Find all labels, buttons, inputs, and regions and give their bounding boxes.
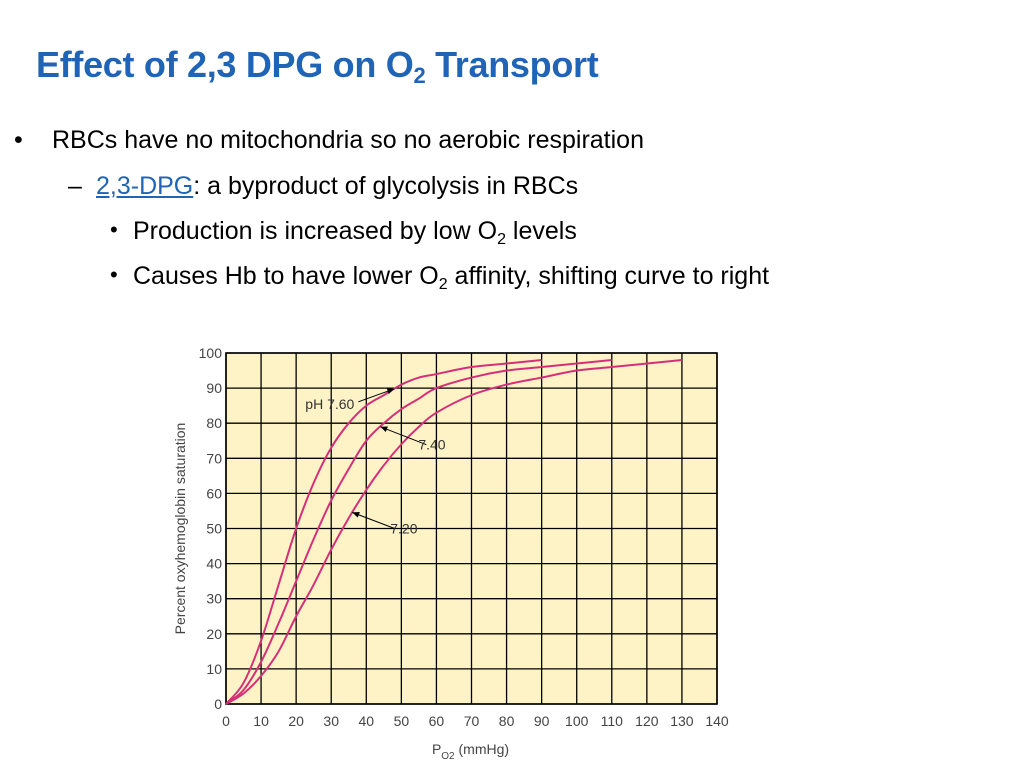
y-tick-label: 20	[206, 626, 222, 642]
x-tick-label: 100	[565, 713, 589, 729]
bullet-marker: •	[14, 126, 23, 154]
x-axis-label-unit: (mmHg)	[455, 741, 509, 757]
bullet-affinity: Causes Hb to have lower O2 affinity, shi…	[133, 262, 769, 294]
annotation-arrowhead	[386, 388, 395, 395]
slide-title: Effect of 2,3 DPG on O2 Transport	[36, 44, 599, 89]
annotation-arrowhead	[352, 512, 360, 518]
curve-annotation: pH 7.60	[305, 388, 395, 412]
x-tick-label: 30	[323, 713, 339, 729]
y-tick-label: 50	[206, 521, 222, 537]
bullet-text-end: levels	[505, 217, 577, 245]
x-tick-label: 10	[253, 713, 269, 729]
series-ph-7-40	[225, 359, 612, 705]
y-tick-label: 100	[199, 345, 223, 361]
title-subscript: 2	[413, 63, 426, 88]
bullet-text-end: affinity, shifting curve to right	[447, 262, 770, 290]
annotation-label: 7.20	[390, 520, 417, 536]
bullet-text: Production is increased by low O	[133, 217, 498, 245]
bullet-marker: •	[110, 217, 118, 242]
y-tick-label: 70	[206, 450, 222, 466]
y-axis-label: Percent oxyhemoglobin saturation	[172, 423, 188, 635]
x-tick-label: 20	[288, 713, 304, 729]
x-tick-label: 110	[601, 713, 624, 729]
y-tick-label: 30	[206, 591, 222, 607]
plot-frame	[225, 352, 718, 705]
x-axis-label-subscript: O2	[441, 751, 455, 762]
annotation-leader	[380, 426, 427, 446]
y-tick-label: 40	[206, 556, 222, 572]
dpg-link[interactable]: 2,3-DPG	[96, 172, 194, 200]
x-tick-label: 60	[429, 713, 445, 729]
x-axis-label: PO2 (mmHg)	[432, 741, 509, 762]
title-end: Transport	[425, 44, 599, 85]
curve-annotation: 7.20	[352, 511, 418, 536]
bullet-text: Causes Hb to have lower O	[133, 262, 439, 290]
title-main: Effect of 2,3 DPG on O	[36, 44, 414, 85]
series-ph-7-60	[225, 359, 542, 705]
y-tick-label: 80	[206, 415, 222, 431]
curve-annotation: 7.40	[380, 426, 446, 453]
y-tick-labels: 0 10 20 30 40 50 60 70 80 90 100	[199, 345, 223, 712]
bullet-marker: •	[110, 262, 118, 287]
dash-marker: –	[68, 172, 82, 200]
annotation-arrowhead	[380, 426, 388, 433]
y-tick-label: 10	[206, 661, 222, 677]
annotation-label: 7.40	[418, 437, 445, 453]
annotation-leader	[352, 511, 395, 529]
x-tick-label: 50	[394, 713, 410, 729]
x-tick-label: 0	[222, 713, 230, 729]
y-tick-label: 0	[214, 696, 222, 712]
y-tick-label: 60	[206, 485, 222, 501]
bullet-text: RBCs have no mitochondria so no aerobic …	[52, 126, 644, 154]
bullet-dpg: 2,3-DPG: a byproduct of glycolysis in RB…	[96, 172, 578, 201]
bullet-text: : a byproduct of glycolysis in RBCs	[193, 172, 579, 200]
series-ph-7-20	[225, 359, 683, 705]
bullet-production: Production is increased by low O2 levels	[133, 217, 577, 249]
x-tick-label: 140	[705, 713, 729, 729]
x-tick-label: 40	[358, 713, 374, 729]
x-tick-labels: 0 10 20 30 40 50 60 70 80 90 100 110 120 130 140	[222, 713, 729, 729]
x-axis-label-main: P	[432, 741, 441, 757]
bullet-rbc-mitochondria: RBCs have no mitochondria so no aerobic …	[52, 126, 644, 155]
y-tick-label: 90	[206, 380, 222, 396]
x-tick-label: 90	[534, 713, 550, 729]
x-tick-label: 120	[635, 713, 659, 729]
bullet-subscript: 2	[497, 231, 506, 248]
x-tick-label: 70	[464, 713, 480, 729]
bullet-subscript: 2	[438, 276, 448, 293]
x-tick-label: 80	[499, 713, 515, 729]
x-tick-label: 130	[670, 713, 694, 729]
annotation-label: pH 7.60	[305, 396, 354, 412]
